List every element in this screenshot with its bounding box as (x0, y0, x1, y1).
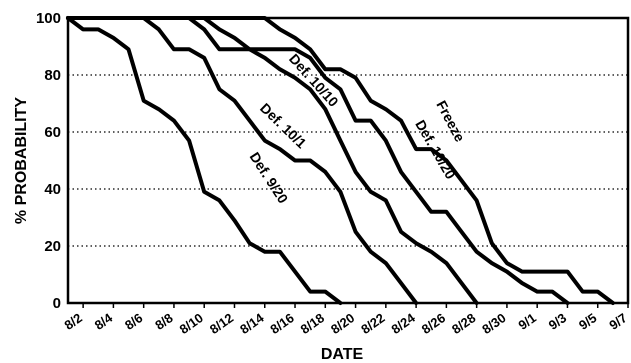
x-tick-label: 8/28 (449, 310, 478, 337)
x-tick-label: 9/7 (606, 310, 629, 333)
x-tick-label: 8/22 (358, 310, 387, 337)
y-tick-label: 100 (36, 10, 61, 27)
x-tick-label: 8/12 (207, 310, 236, 337)
plot-frame (66, 16, 630, 305)
series-line (66, 16, 343, 305)
y-tick-label: 60 (44, 124, 61, 141)
x-tick-label: 8/18 (298, 310, 327, 337)
y-tick-label: 0 (53, 295, 61, 312)
series-line (66, 16, 615, 305)
series-label: Def. 9/20 (247, 149, 292, 206)
y-tick-label: 40 (44, 181, 61, 198)
x-tick-label: 8/4 (92, 310, 116, 333)
x-tick-label: 8/10 (177, 310, 206, 337)
x-tick-label: 8/20 (328, 310, 357, 337)
x-tick-label: 8/30 (479, 310, 508, 337)
x-tick-label: 8/24 (388, 310, 418, 337)
series-line (66, 16, 570, 305)
series-line (66, 16, 419, 305)
x-tick-label: 8/6 (122, 310, 145, 333)
y-tick-label: 80 (44, 67, 61, 84)
x-tick-label: 9/3 (546, 310, 569, 333)
series-label: Def. 10/10 (286, 51, 342, 110)
x-tick-label: 8/16 (267, 310, 296, 337)
x-tick-label: 8/14 (237, 310, 267, 337)
x-axis-title: DATE (321, 346, 364, 363)
y-axis-title: % PROBABILITY (13, 97, 30, 224)
axis-ticks: 0 20 40 60 80 100 8/2 8/4 8/6 8/8 8/10 8/12 8/14 8/16… (36, 10, 630, 337)
x-tick-label: 9/1 (515, 310, 538, 333)
series-label: Def. 10/1 (257, 100, 310, 152)
series-lines (66, 16, 615, 305)
x-tick-label: 8/2 (61, 310, 84, 333)
series-line (66, 16, 479, 305)
x-tick-label: 9/5 (576, 310, 599, 333)
y-tick-label: 20 (44, 238, 61, 255)
x-tick-label: 8/26 (419, 310, 448, 337)
x-tick-label: 8/8 (152, 310, 175, 333)
